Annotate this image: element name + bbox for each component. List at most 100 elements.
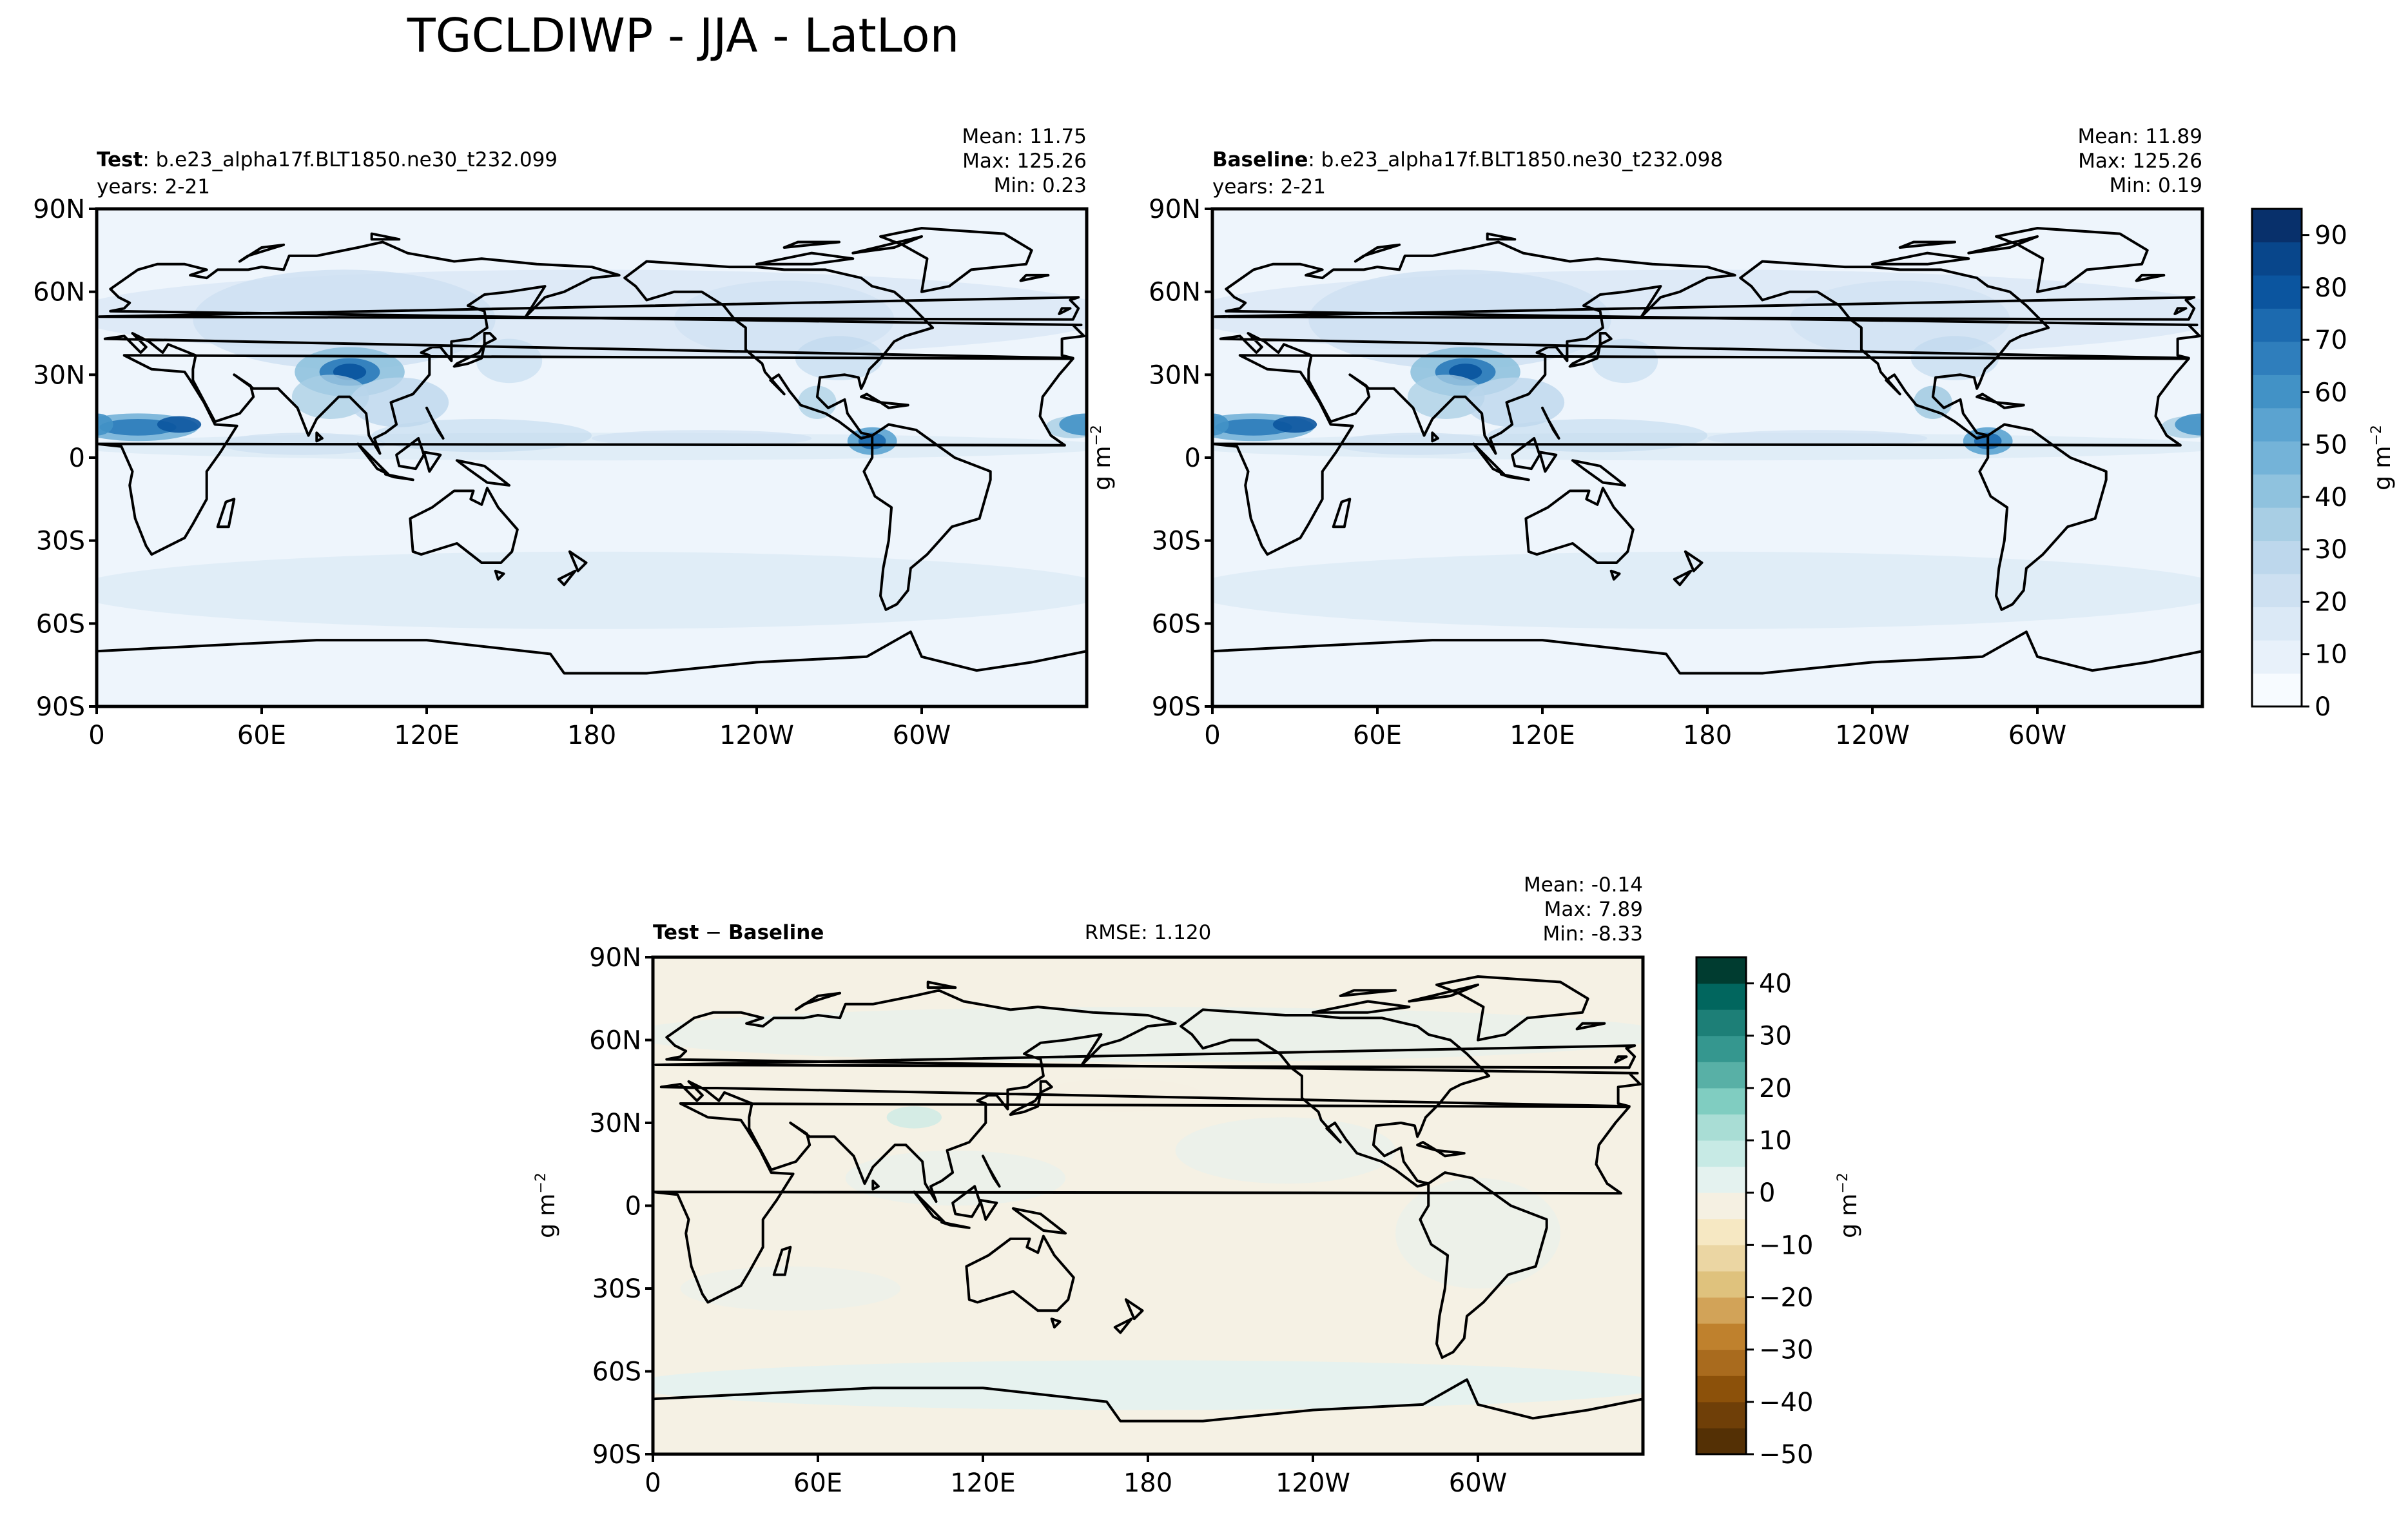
- absolute-colorbar: 0 10 20 30 40 50 60 70 80 90: [2251, 208, 2347, 722]
- coastline: [422, 451, 442, 473]
- diff-panel: Test − Baseline RMSE: 1.120 Mean: -0.14 …: [533, 873, 1645, 1498]
- coastline: [1511, 437, 1541, 471]
- diff-colorbar: −50 −40 −30 −20 −10 0 10 20 30 40: [1695, 956, 1813, 1470]
- colorbar-segment: [1696, 1192, 1746, 1220]
- colorbar-frame: [2251, 208, 2303, 708]
- lat-tick-label: 60S: [1152, 609, 1201, 639]
- coastline: [653, 1102, 1631, 1304]
- coastline: [625, 1056, 636, 1062]
- field-feature: [798, 385, 837, 419]
- colorbar-tick-label: −10: [1759, 1231, 1813, 1260]
- test-years: years: 2-21: [97, 175, 210, 199]
- colorbar-segment: [1696, 1245, 1746, 1272]
- colorbar-tick-label: −20: [1759, 1283, 1813, 1313]
- colorbar-tick-label: 0: [1759, 1178, 1775, 1208]
- baseline-lon-ticks: 0 60E 120E 180 120W 60W: [1204, 706, 2066, 750]
- lon-tick-label: 60E: [1353, 721, 1402, 750]
- coastline: [1419, 1171, 1548, 1359]
- colorbar-segment: [2252, 341, 2302, 375]
- diff-min: Min: -8.33: [1542, 922, 1643, 946]
- lon-tick-label: 120W: [1835, 721, 1910, 750]
- coastline: [1124, 1298, 1144, 1321]
- coastline: [1995, 401, 2025, 409]
- coastline: [871, 1180, 880, 1191]
- field-feature: [1215, 418, 1292, 436]
- colorbar-segment: [1696, 1218, 1746, 1245]
- coastline: [1212, 354, 2190, 556]
- lon-tick-label: 60W: [2008, 721, 2066, 750]
- lat-tick-label: 90S: [592, 1440, 641, 1470]
- baseline-years: years: 2-21: [1212, 175, 1326, 199]
- lon-tick-label: 120E: [1510, 721, 1575, 750]
- coastline: [940, 1221, 971, 1229]
- test-mean: Mean: 11.75: [962, 125, 1087, 148]
- colorbar-tick-label: 10: [1759, 1126, 1792, 1156]
- diff-lon-ticks: 0 60E 120E 180 120W 60W: [645, 1454, 1507, 1498]
- coastline: [494, 569, 505, 581]
- colorbar-tick-label: −40: [1759, 1388, 1813, 1417]
- coastline: [98, 296, 1080, 321]
- coastline: [97, 630, 1087, 706]
- colorbar-segment: [2252, 407, 2302, 442]
- baseline-label: Baseline: b.e23_alpha17f.BLT1850.ne30_t2…: [1212, 148, 1723, 171]
- lat-tick-label: 30N: [589, 1109, 641, 1138]
- colorbar-segment: [1696, 1428, 1746, 1455]
- coastline: [982, 1154, 1001, 1188]
- test-panel: Test: b.e23_alpha17f.BLT1850.ne30_t232.0…: [33, 125, 1116, 750]
- coastline: [1967, 235, 2039, 255]
- colorbar-segment: [1696, 1401, 1746, 1428]
- colorbar-segment: [1696, 983, 1746, 1010]
- colorbar-tick-label: 30: [1759, 1022, 1792, 1051]
- coastline: [238, 243, 286, 263]
- coastline: [1354, 243, 1401, 263]
- coastline: [395, 437, 425, 471]
- test-max: Max: 125.26: [962, 150, 1087, 173]
- colorbar-tick-label: 40: [1759, 969, 1792, 999]
- baseline-lat-ticks: 90N 60N 30N 0 30S 60S 90S: [1149, 195, 1212, 722]
- test-lat-ticks: 90N 60N 30N 0 30S 60S 90S: [33, 195, 97, 722]
- field-feature: [1175, 1117, 1395, 1184]
- colorbar-segment: [1696, 1297, 1746, 1324]
- coastline: [1472, 442, 1506, 476]
- field-feature: [349, 377, 449, 427]
- field-feature: [476, 338, 543, 384]
- coastline: [1524, 487, 1635, 564]
- coastline: [1739, 260, 2050, 440]
- colorbar-tick-label: 30: [2315, 535, 2347, 565]
- coastline: [1673, 569, 1693, 587]
- field-feature: [99, 418, 177, 436]
- coastline: [425, 406, 445, 440]
- coastline: [659, 989, 1642, 1203]
- colorbar-segment: [2252, 375, 2302, 409]
- coastline: [1180, 1008, 1491, 1188]
- field-feature: [1591, 338, 1658, 384]
- lat-tick-label: 0: [69, 443, 85, 473]
- diff-rmse: RMSE: 1.120: [1085, 921, 1212, 944]
- coastline: [2173, 307, 2188, 315]
- colorbar-segment: [1696, 1349, 1746, 1376]
- test-label: Test: b.e23_alpha17f.BLT1850.ne30_t232.0…: [97, 148, 558, 171]
- baseline-coastlines: [1212, 227, 2202, 706]
- lon-tick-label: 60E: [237, 721, 286, 750]
- colorbar-segment: [1696, 957, 1746, 984]
- coastline: [1212, 630, 2202, 706]
- field-feature: [1407, 375, 1485, 419]
- coastline: [1609, 569, 1621, 581]
- lat-tick-label: 90N: [33, 195, 85, 224]
- field-feature: [1707, 430, 1928, 447]
- lon-tick-label: 180: [1123, 1468, 1172, 1498]
- coastline: [623, 260, 935, 440]
- field-feature: [1395, 1178, 1560, 1289]
- field-feature: [680, 1266, 901, 1311]
- coastline: [951, 1185, 982, 1218]
- coastline: [1486, 232, 1517, 241]
- coastline: [654, 1044, 1636, 1069]
- colorbar-segment: [2252, 441, 2302, 475]
- field-feature: [845, 1150, 1066, 1206]
- lon-tick-label: 0: [1204, 721, 1220, 750]
- coastline: [455, 459, 510, 487]
- absolute-colorbar-units: g m−2: [2369, 425, 2396, 491]
- colorbar-tick-label: −30: [1759, 1336, 1813, 1365]
- coastline: [1575, 1022, 1606, 1031]
